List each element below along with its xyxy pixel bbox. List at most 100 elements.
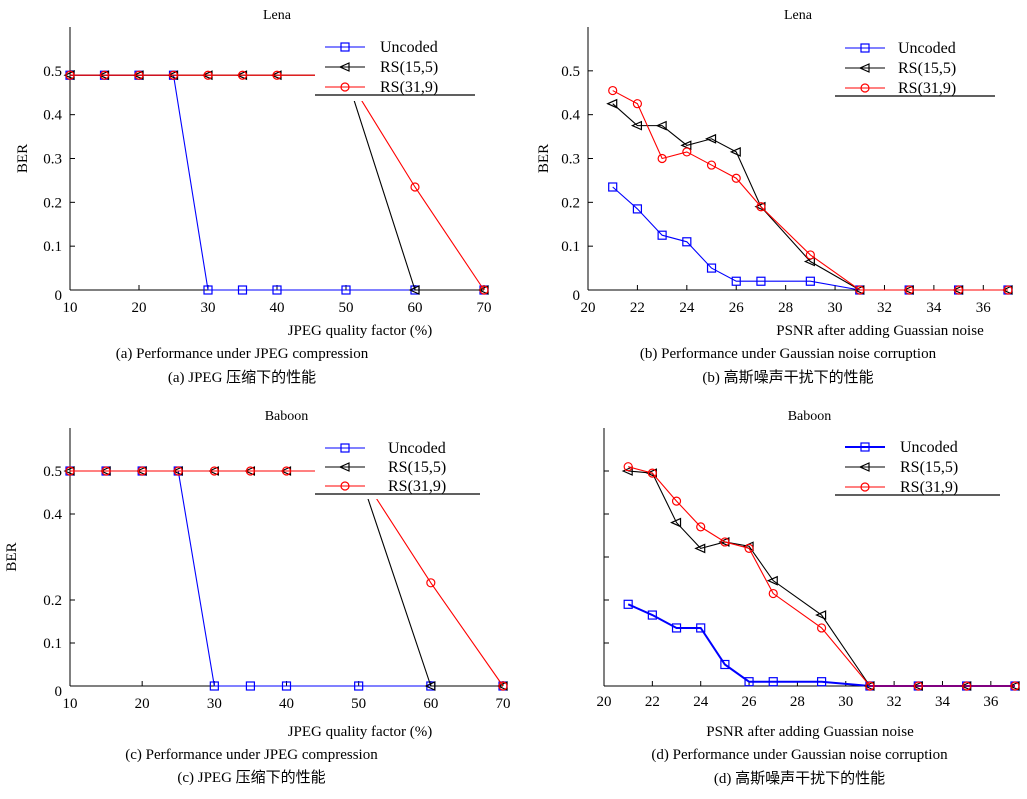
series-line bbox=[612, 90, 1008, 291]
data-point bbox=[744, 677, 754, 687]
data-point bbox=[865, 681, 875, 691]
x-tick-label: 40 bbox=[270, 300, 285, 316]
data-point bbox=[803, 256, 815, 267]
data-point bbox=[272, 70, 282, 80]
data-point bbox=[498, 681, 508, 691]
legend-swatch-marker bbox=[340, 42, 350, 52]
legend-swatch-marker bbox=[860, 43, 870, 53]
x-tick-label: 24 bbox=[679, 300, 695, 316]
y-tick-label: 0.4 bbox=[43, 507, 62, 523]
x-tick-label: 22 bbox=[645, 694, 660, 710]
x-tick-label: 30 bbox=[838, 694, 853, 710]
x-tick-label: 70 bbox=[496, 696, 511, 712]
x-tick-label: 20 bbox=[597, 694, 612, 710]
x-tick-label: 22 bbox=[630, 300, 645, 316]
data-point bbox=[671, 496, 682, 506]
legend-swatch-marker bbox=[858, 462, 870, 472]
y-axis-label: BER bbox=[4, 542, 20, 571]
legend-swatch-marker bbox=[338, 462, 350, 472]
data-point bbox=[816, 623, 827, 633]
data-point bbox=[99, 70, 110, 80]
chart-title: Baboon bbox=[788, 409, 832, 424]
data-point bbox=[354, 681, 364, 691]
legend-entry-label: RS(15,5) bbox=[900, 459, 958, 476]
legend-entry-label: RS(15,5) bbox=[898, 60, 956, 77]
data-point bbox=[655, 120, 667, 131]
data-point bbox=[904, 285, 914, 295]
data-point bbox=[203, 70, 213, 80]
caption-english: (b) Performance under Gaussian noise cor… bbox=[640, 346, 937, 362]
chart-title: Lena bbox=[263, 8, 292, 23]
legend-entry-label: Uncoded bbox=[898, 40, 956, 57]
data-point bbox=[705, 133, 717, 144]
data-point bbox=[816, 677, 827, 687]
chart-panel-2: Lena 20 22 24 26 28 30 32 34 36 0 0.1 0.2 0.3 0.4 0.5 PS… bbox=[536, 8, 1013, 386]
caption-chinese: (c) JPEG 压缩下的性能 bbox=[177, 769, 325, 786]
data-point bbox=[209, 681, 219, 691]
data-point bbox=[632, 99, 643, 109]
series-line bbox=[70, 470, 504, 687]
x-tick-label: 26 bbox=[742, 694, 758, 710]
data-point bbox=[953, 285, 964, 295]
x-tick-label: 20 bbox=[132, 300, 147, 316]
y-tick-label: 0.3 bbox=[43, 152, 62, 168]
x-tick-label: 60 bbox=[408, 300, 423, 316]
data-point bbox=[815, 610, 827, 620]
series-uncoded bbox=[623, 599, 1020, 691]
series-line bbox=[628, 470, 1015, 687]
legend-swatch-marker bbox=[340, 82, 350, 92]
data-point bbox=[720, 659, 730, 670]
data-point bbox=[1010, 681, 1020, 691]
data-point bbox=[209, 466, 219, 476]
y-tick-label: 0.2 bbox=[43, 195, 62, 211]
y-tick-label: 0.2 bbox=[43, 593, 62, 609]
data-point bbox=[720, 537, 730, 547]
y-tick-label: 0.1 bbox=[43, 636, 62, 652]
data-point bbox=[426, 578, 436, 588]
x-tick-label: 40 bbox=[279, 696, 294, 712]
caption-chinese: (b) 高斯噪声干扰下的性能 bbox=[702, 368, 873, 386]
x-tick-label: 10 bbox=[63, 696, 78, 712]
data-point bbox=[65, 70, 75, 80]
data-point bbox=[606, 98, 618, 109]
y-tick-label: 0.4 bbox=[43, 108, 62, 124]
data-point bbox=[101, 466, 111, 476]
data-point bbox=[137, 466, 147, 476]
data-point bbox=[281, 466, 292, 476]
data-point bbox=[962, 681, 972, 691]
data-point bbox=[766, 575, 778, 586]
data-point bbox=[682, 237, 692, 247]
x-tick-label: 28 bbox=[790, 694, 805, 710]
legend-swatch-marker bbox=[340, 443, 350, 453]
data-point bbox=[203, 285, 213, 295]
data-point bbox=[134, 70, 144, 80]
series-line bbox=[628, 466, 1015, 687]
data-point bbox=[657, 230, 667, 240]
series-uncoded bbox=[65, 466, 508, 691]
series-line bbox=[70, 470, 503, 687]
legend-entry-label: RS(15,5) bbox=[380, 59, 438, 76]
data-point bbox=[680, 140, 692, 151]
caption-chinese: (a) JPEG 压缩下的性能 bbox=[168, 369, 316, 386]
data-point bbox=[424, 681, 436, 691]
y-tick-label: 0.5 bbox=[561, 64, 580, 80]
data-point bbox=[729, 147, 741, 157]
caption-english: (c) Performance under JPEG compression bbox=[125, 747, 378, 763]
data-point bbox=[682, 147, 692, 157]
legend-swatch-marker bbox=[338, 62, 350, 72]
data-point bbox=[623, 462, 633, 472]
data-point bbox=[647, 468, 657, 478]
x-tick-label: 34 bbox=[935, 694, 951, 710]
data-point bbox=[608, 182, 618, 192]
legend-entry-label: RS(15,5) bbox=[388, 459, 446, 476]
data-point bbox=[237, 70, 248, 80]
legend-entry-label: Uncoded bbox=[900, 439, 958, 456]
data-point bbox=[168, 70, 179, 80]
y-tick-label: 0 bbox=[573, 288, 581, 304]
data-point bbox=[608, 85, 618, 96]
chart-panel-3: Baboon 10 20 30 40 50 60 70 0 0.1 0.2 0.4 0.5 JPEG qu… bbox=[4, 409, 511, 786]
x-tick-label: 32 bbox=[877, 300, 892, 316]
y-tick-label: 0 bbox=[55, 684, 63, 700]
series-line bbox=[627, 603, 1015, 687]
